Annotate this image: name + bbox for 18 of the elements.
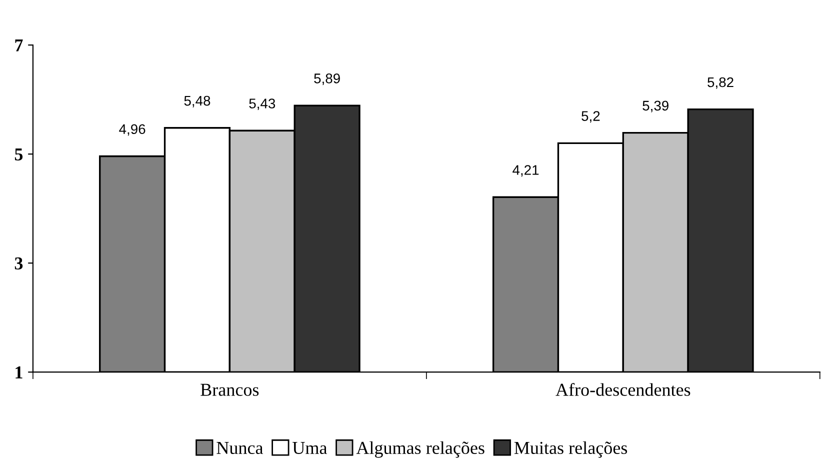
data-label: 5,39 — [642, 100, 668, 112]
data-label: 5,82 — [708, 77, 734, 89]
x-tick-label: Afro-descendentes — [556, 383, 690, 396]
legend-label: Uma — [292, 442, 328, 454]
y-tick-label: 1 — [16, 366, 22, 378]
legend-label: Nunca — [216, 442, 264, 454]
data-label: 4,21 — [512, 165, 539, 177]
data-label: 5,43 — [249, 98, 276, 110]
data-label: 5,89 — [314, 74, 340, 85]
y-tick-label: 5 — [14, 148, 23, 160]
data-label: 5,2 — [582, 111, 600, 123]
legend-label: Algumas relações — [356, 441, 484, 458]
y-tick-label: 7 — [15, 39, 23, 52]
legend-label: Muitas relações — [514, 441, 628, 458]
data-label: 5,48 — [184, 96, 210, 108]
y-tick-label: 3 — [14, 257, 23, 270]
data-label: 4,96 — [119, 124, 146, 136]
x-tick-label: Brancos — [200, 384, 259, 396]
